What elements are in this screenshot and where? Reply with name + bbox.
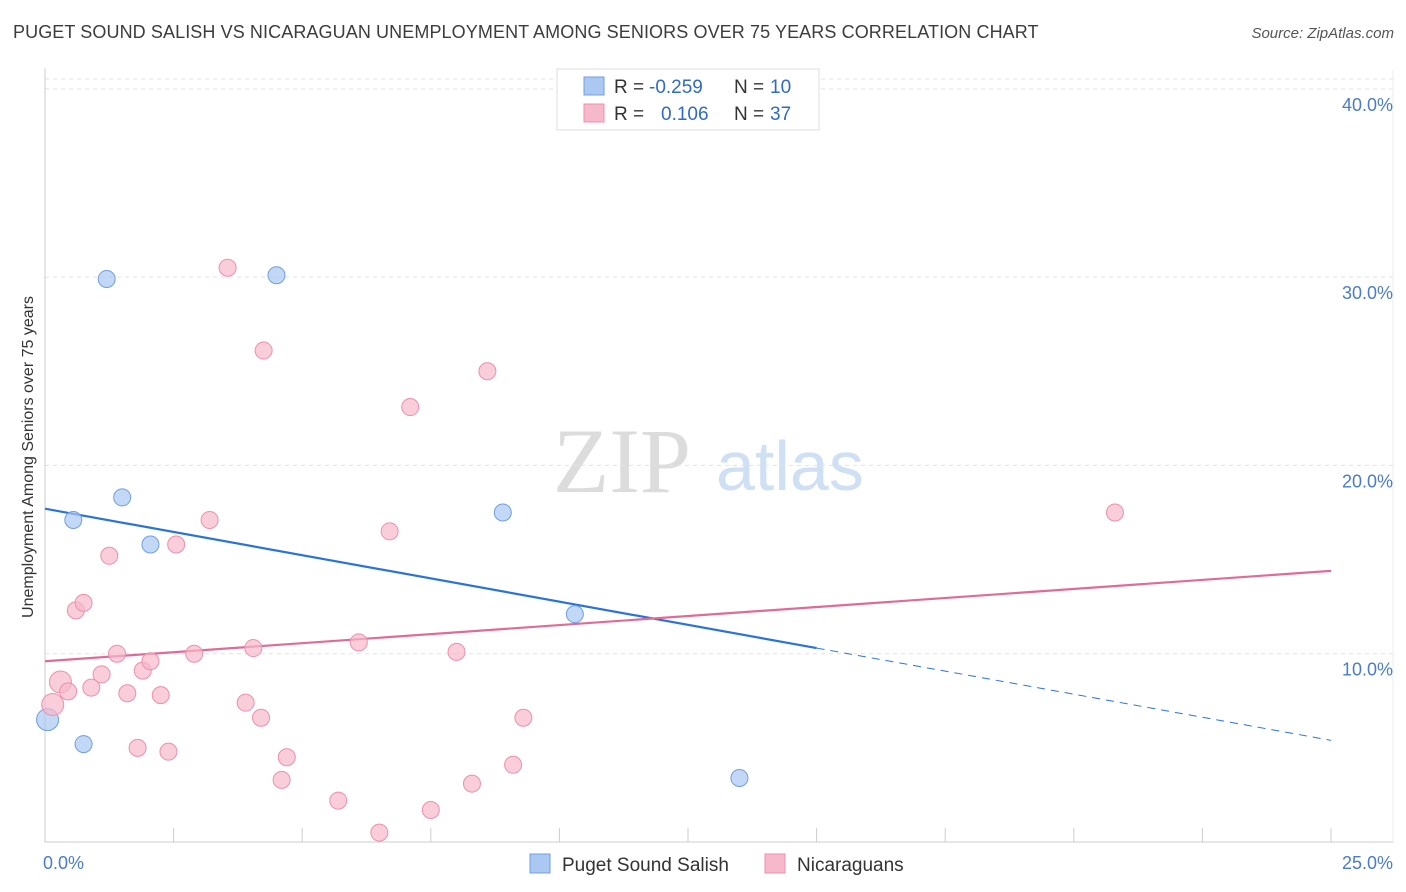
legend-r-label-nicaraguans: R = [614, 104, 649, 125]
point-nicaraguans [200, 511, 219, 530]
point-puget-sound-salish [730, 768, 749, 787]
data-points [36, 258, 1124, 842]
point-nicaraguans [41, 693, 65, 717]
point-nicaraguans [349, 633, 368, 652]
point-nicaraguans [244, 639, 263, 658]
point-nicaraguans [92, 665, 111, 684]
point-nicaraguans [185, 644, 204, 663]
legend-n-value-nicaraguans: 37 [770, 104, 791, 125]
point-nicaraguans [59, 682, 78, 701]
chart-source: Source: ZipAtlas.com [1251, 25, 1394, 42]
x-tick-labels: 0.0% 25.0% [43, 853, 1393, 873]
point-nicaraguans [329, 791, 348, 810]
point-nicaraguans [159, 742, 178, 761]
legend-bottom-label-nicaraguans: Nicaraguans [797, 855, 904, 876]
y-tick-label: 20.0% [1342, 471, 1393, 491]
point-nicaraguans [254, 341, 273, 360]
legend-bottom-swatch-nicaraguans [764, 853, 786, 874]
point-nicaraguans [151, 686, 170, 705]
point-nicaraguans [447, 642, 466, 661]
point-nicaraguans [1105, 503, 1124, 522]
point-nicaraguans [514, 708, 533, 727]
point-nicaraguans [128, 738, 147, 757]
point-nicaraguans [236, 693, 255, 712]
legend-r-value-nicaraguans: 0.106 [661, 104, 709, 125]
point-puget-sound-salish [74, 735, 93, 754]
point-nicaraguans [108, 644, 127, 663]
legend-swatch-salish [583, 76, 605, 96]
point-puget-sound-salish [113, 488, 132, 507]
point-nicaraguans [421, 800, 440, 819]
point-nicaraguans [380, 522, 399, 541]
y-axis-label: Unemployment Among Seniors over 75 years [20, 296, 37, 618]
point-nicaraguans [252, 708, 271, 727]
legend-r-value-salish: -0.259 [649, 77, 703, 98]
legend-r-label-salish: R = [614, 77, 649, 98]
legend-n-label-nicaraguans: N = [734, 104, 769, 125]
y-tick-label: 30.0% [1342, 283, 1393, 303]
legend-bottom-swatch-salish [529, 853, 551, 874]
point-nicaraguans [277, 748, 296, 767]
point-nicaraguans [478, 362, 497, 381]
point-nicaraguans [82, 678, 101, 697]
point-nicaraguans [504, 755, 523, 774]
point-nicaraguans [370, 823, 389, 842]
trend-line [44, 507, 817, 650]
point-puget-sound-salish [97, 270, 116, 289]
point-puget-sound-salish [64, 511, 83, 530]
point-puget-sound-salish [141, 535, 160, 554]
chart-title: PUGET SOUND SALISH VS NICARAGUAN UNEMPLO… [13, 22, 1039, 42]
point-nicaraguans [401, 398, 420, 417]
y-tick-labels: 10.0% 20.0% 30.0% 40.0% [1342, 95, 1393, 680]
point-nicaraguans [462, 774, 481, 793]
point-nicaraguans [100, 546, 119, 565]
watermark-zip: ZIP [553, 410, 691, 512]
point-nicaraguans [74, 593, 93, 612]
x-tick-label: 0.0% [43, 853, 84, 873]
legend-bottom: Puget Sound Salish Nicaraguans [529, 853, 904, 876]
trend-line [44, 569, 1332, 663]
legend-top: R = -0.259 N = 10 R = 0.106 N = 37 [556, 68, 820, 131]
point-puget-sound-salish [267, 266, 286, 285]
point-nicaraguans [167, 535, 186, 554]
point-puget-sound-salish [493, 503, 512, 522]
point-nicaraguans [118, 684, 137, 703]
legend-n-value-salish: 10 [770, 77, 791, 98]
legend-bottom-label-salish: Puget Sound Salish [562, 855, 729, 876]
y-tick-label: 10.0% [1342, 660, 1393, 680]
x-tick-label: 25.0% [1342, 853, 1393, 873]
y-tick-label: 40.0% [1342, 95, 1393, 115]
point-nicaraguans [272, 770, 291, 789]
trend-line-extension [816, 647, 1332, 741]
point-puget-sound-salish [565, 605, 584, 624]
point-nicaraguans [218, 258, 237, 277]
legend-swatch-nicaraguans [583, 103, 605, 123]
watermark-atlas: atlas [716, 427, 864, 505]
legend-n-label-salish: N = [734, 77, 769, 98]
point-nicaraguans [141, 652, 160, 671]
